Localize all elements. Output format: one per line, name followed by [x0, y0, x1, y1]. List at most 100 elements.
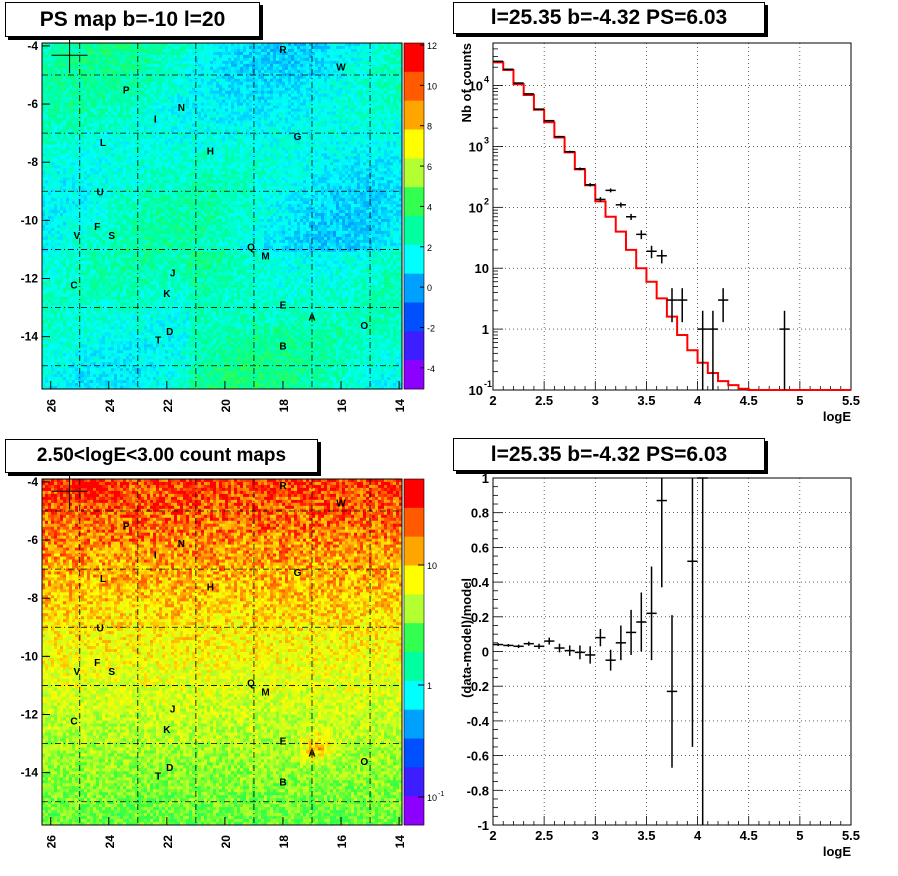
x-tick-label: 24 [103, 399, 117, 413]
y-tick-label: -14 [21, 766, 39, 780]
source-label-A: A [308, 748, 315, 759]
y-tick-label: 10 [475, 261, 489, 276]
x-tick-label: 18 [277, 399, 291, 413]
y-tick-label: -1 [477, 818, 489, 833]
y-tick-label: -12 [21, 272, 39, 286]
source-label-D: D [166, 763, 173, 774]
source-label-K: K [163, 289, 171, 300]
source-label-O: O [360, 757, 368, 768]
data-point [544, 120, 554, 121]
source-label-L: L [100, 138, 106, 149]
x-tick-label: 2.5 [535, 393, 553, 408]
source-label-G: G [294, 568, 302, 579]
source-label-J: J [170, 269, 176, 280]
x-tick-label: 5.5 [842, 828, 860, 843]
y-tick-label: 0.8 [471, 506, 489, 521]
x-tick-label: 3.5 [637, 393, 655, 408]
plot-frame [493, 43, 851, 390]
y-tick-exponent: 2 [484, 196, 489, 206]
source-label-B: B [279, 341, 286, 352]
colorbar-tick-label: 4 [427, 202, 432, 212]
x-tick-label: 2 [489, 393, 496, 408]
colorbar-segment [404, 216, 424, 245]
source-label-C: C [70, 280, 77, 291]
colorbar-segment [404, 331, 424, 360]
x-tick-label: 20 [219, 835, 233, 849]
count-map-title: 2.50<logE<3.00 count maps [5, 439, 318, 473]
source-label-R: R [279, 481, 287, 492]
source-label-F: F [94, 222, 100, 233]
colorbar-segment [404, 796, 424, 825]
y-tick-label: -14 [21, 330, 39, 344]
source-label-L: L [100, 574, 106, 585]
source-label-S: S [108, 667, 115, 678]
y-tick-exponent: 3 [484, 135, 489, 145]
colorbar-tick-label: 10 [427, 81, 437, 91]
data-point [513, 83, 523, 84]
colorbar-segment [404, 537, 424, 566]
source-label-P: P [123, 86, 130, 97]
y-axis-label: (data-model)/model [459, 578, 474, 698]
x-tick-label: 26 [45, 835, 59, 849]
residuals-title: l=25.35 b=-4.32 PS=6.03 [453, 438, 765, 471]
source-label-U: U [96, 187, 103, 198]
source-label-W: W [336, 498, 346, 509]
colorbar-segment [404, 594, 424, 623]
x-tick-label: 22 [161, 399, 175, 413]
source-label-M: M [261, 251, 269, 262]
colorbar-segment [404, 623, 424, 652]
y-tick-exponent: -1 [484, 379, 492, 389]
source-label-J: J [170, 705, 176, 716]
x-tick-label: 4 [694, 828, 702, 843]
source-label-S: S [108, 231, 115, 242]
x-tick-label: 4.5 [740, 828, 758, 843]
y-tick-label: 1 [482, 471, 489, 486]
colorbar-tick-exponent: -1 [438, 791, 444, 798]
x-tick-label: 3.5 [637, 828, 655, 843]
y-tick-label: 10 [469, 139, 483, 154]
x-tick-label: 2.5 [535, 828, 553, 843]
colorbar-segment [404, 739, 424, 768]
colorbar-segment [404, 566, 424, 595]
colorbar-segment [404, 479, 424, 508]
y-tick-label: -6 [27, 533, 38, 547]
x-tick-label: 4 [694, 393, 702, 408]
colorbar-segment [404, 130, 424, 159]
x-axis-label: logE [823, 409, 851, 424]
source-label-V: V [74, 667, 81, 678]
colorbar-tick-label: 0 [427, 283, 432, 293]
source-label-N: N [178, 103, 185, 114]
source-label-G: G [294, 132, 302, 143]
colorbar-segment [404, 360, 424, 389]
x-tick-label: 18 [277, 835, 291, 849]
source-label-K: K [163, 725, 171, 736]
source-label-I: I [154, 115, 157, 126]
y-tick-exponent: 4 [484, 75, 489, 85]
colorbar-segment [404, 72, 424, 101]
y-tick-label: 0.6 [471, 540, 489, 555]
source-label-P: P [123, 522, 130, 533]
source-label-M: M [261, 687, 269, 698]
source-label-C: C [70, 716, 77, 727]
colorbar-segment [404, 43, 424, 72]
x-tick-label: 24 [103, 835, 117, 849]
heatmap-cells [42, 43, 402, 389]
x-tick-label: 5 [796, 393, 803, 408]
source-label-E: E [280, 301, 287, 312]
y-tick-label: -0.6 [467, 749, 489, 764]
source-label-I: I [154, 551, 157, 562]
y-tick-label: -8 [27, 155, 38, 169]
x-tick-label: 3 [592, 828, 599, 843]
colorbar-segment [404, 767, 424, 796]
x-axis-label: logE [823, 844, 851, 859]
colorbar-tick-label: -4 [427, 364, 435, 374]
y-tick-label: -0.8 [467, 783, 489, 798]
colorbar-segment [404, 245, 424, 274]
colorbar-segment [404, 187, 424, 216]
heatmap-cells [42, 479, 402, 825]
source-label-Q: Q [247, 243, 255, 254]
source-label-N: N [178, 539, 185, 550]
